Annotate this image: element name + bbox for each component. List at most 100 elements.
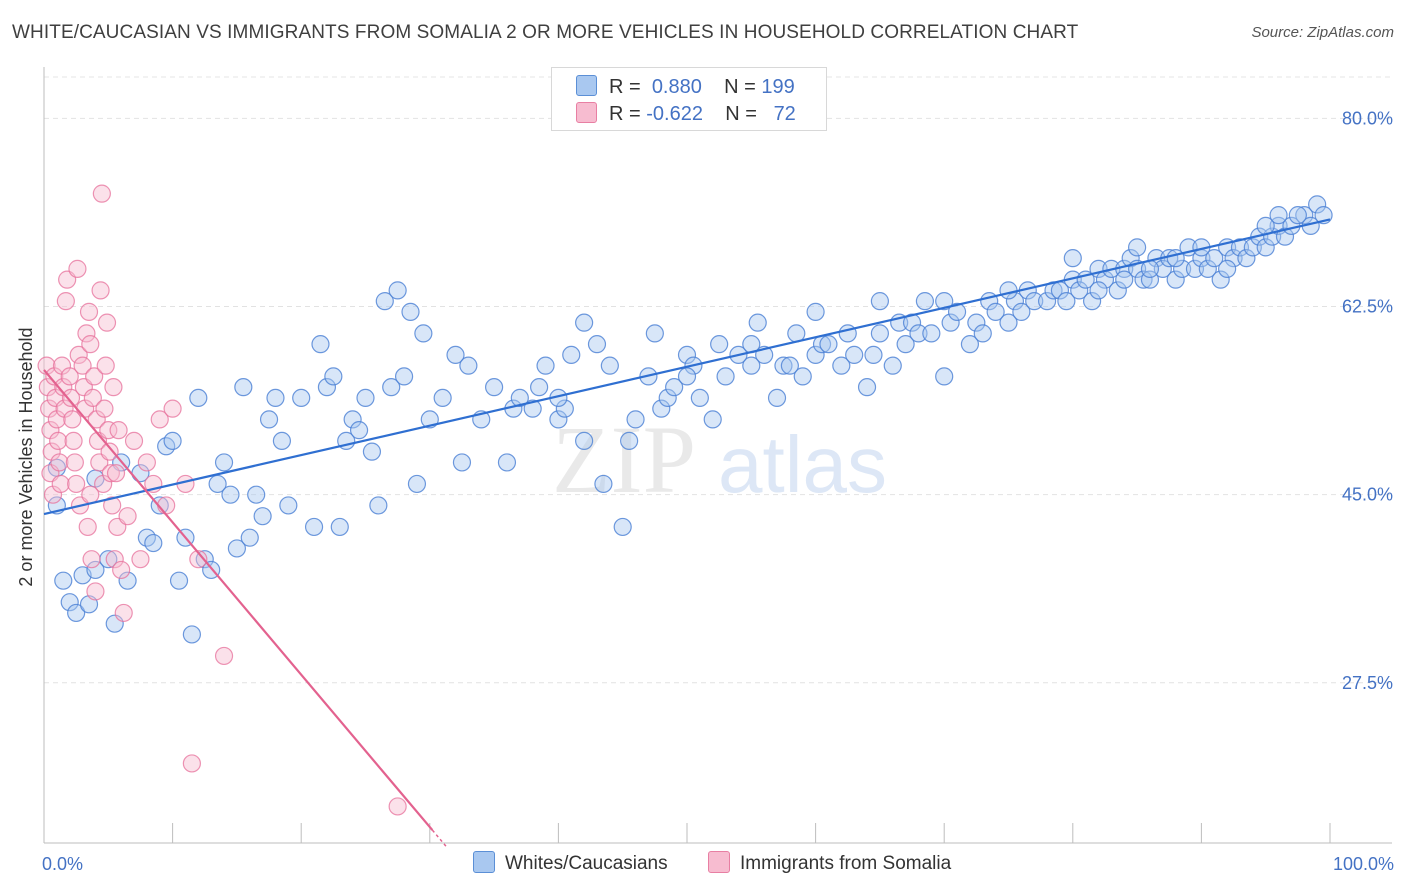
point-whites	[1012, 302, 1031, 321]
point-whites	[1185, 259, 1205, 278]
point-somalia	[49, 431, 68, 451]
point-whites	[272, 431, 292, 451]
trend-lines	[43, 218, 1331, 848]
point-somalia	[182, 754, 201, 773]
point-somalia	[51, 474, 70, 494]
point-somalia	[124, 431, 144, 451]
series-somalia-points	[37, 184, 407, 816]
point-whites	[915, 292, 935, 311]
point-whites	[1115, 270, 1134, 289]
point-whites	[60, 593, 79, 612]
point-whites	[620, 431, 639, 451]
x-tick-label: 100.0%	[1333, 854, 1394, 874]
point-somalia	[77, 324, 96, 343]
point-somalia	[163, 399, 182, 418]
point-whites	[324, 367, 343, 386]
point-whites	[767, 388, 787, 408]
point-somalia	[78, 517, 97, 537]
point-whites	[575, 431, 594, 451]
point-whites	[986, 302, 1005, 321]
point-whites	[1243, 238, 1262, 257]
bottom-legend-label-whites: Whites/Caucasians	[505, 853, 668, 874]
point-somalia	[150, 410, 169, 429]
y-tick-label: 27.5%	[1342, 673, 1393, 693]
watermark-zip: ZIP	[552, 406, 696, 513]
point-whites	[1230, 238, 1250, 257]
point-somalia	[60, 367, 79, 386]
point-somalia	[96, 356, 115, 375]
point-somalia	[112, 560, 131, 580]
point-whites	[690, 388, 709, 408]
trend-line-somalia	[43, 369, 434, 831]
point-whites	[523, 399, 542, 418]
point-whites	[375, 292, 394, 311]
point-whites	[182, 625, 201, 644]
point-whites	[806, 345, 825, 365]
bottom-legend-whites: Whites/Caucasians	[473, 851, 668, 875]
point-somalia	[95, 399, 114, 418]
point-whites	[343, 410, 362, 429]
point-somalia	[157, 496, 176, 515]
point-somalia	[92, 184, 111, 203]
point-whites	[909, 324, 928, 343]
watermark-atlas: atlas	[718, 420, 887, 509]
point-whites	[446, 345, 465, 365]
point-whites	[67, 603, 86, 623]
point-whites	[1224, 249, 1243, 268]
legend: R = 0.880 N = 199 R = -0.622 N = 72	[551, 67, 827, 131]
point-whites	[1256, 238, 1275, 257]
legend-n-value: 72	[773, 103, 796, 125]
point-whites	[266, 388, 285, 408]
point-whites	[414, 324, 433, 343]
point-whites	[214, 453, 234, 472]
point-whites	[163, 431, 182, 451]
point-whites	[208, 474, 227, 494]
point-somalia	[100, 442, 119, 461]
point-whites	[1211, 270, 1230, 289]
point-whites	[710, 335, 729, 354]
point-whites	[1057, 292, 1076, 311]
point-somalia	[99, 421, 118, 440]
point-whites	[401, 302, 420, 321]
point-somalia	[86, 582, 105, 601]
point-whites	[1127, 238, 1147, 257]
point-whites	[703, 410, 722, 429]
point-whites	[356, 388, 375, 408]
point-whites	[388, 281, 407, 300]
point-whites	[896, 335, 915, 354]
legend-swatch-somalia	[576, 102, 597, 123]
legend-n-label: N =	[724, 76, 756, 98]
point-whites	[279, 496, 298, 515]
point-somalia	[56, 292, 75, 311]
legend-swatch-whites	[576, 75, 597, 96]
point-whites	[510, 388, 529, 408]
point-whites	[742, 356, 761, 375]
x-tick-label: 0.0%	[42, 854, 83, 874]
point-whites	[536, 356, 555, 375]
bottom-legend-somalia: Immigrants from Somalia	[708, 851, 951, 875]
point-whites	[999, 313, 1018, 332]
point-whites	[613, 517, 632, 537]
point-whites	[54, 571, 73, 590]
point-whites	[382, 378, 401, 397]
point-whites	[716, 367, 735, 386]
legend-n-value: 199	[761, 76, 795, 98]
point-whites	[86, 560, 105, 580]
point-whites	[227, 539, 246, 558]
point-whites	[311, 335, 330, 354]
point-whites	[645, 324, 664, 343]
bottom-legend-label-somalia: Immigrants from Somalia	[740, 853, 952, 874]
point-somalia	[118, 507, 137, 526]
legend-n-label: N =	[725, 103, 757, 125]
point-whites	[870, 324, 890, 343]
point-whites	[459, 356, 478, 375]
point-somalia	[63, 410, 82, 429]
point-whites	[1198, 259, 1217, 278]
point-somalia	[189, 550, 208, 569]
point-whites	[819, 335, 838, 354]
point-whites	[292, 388, 311, 408]
point-whites	[870, 292, 890, 311]
point-whites	[1295, 206, 1314, 225]
source-label: Source: ZipAtlas.com	[1251, 24, 1394, 41]
